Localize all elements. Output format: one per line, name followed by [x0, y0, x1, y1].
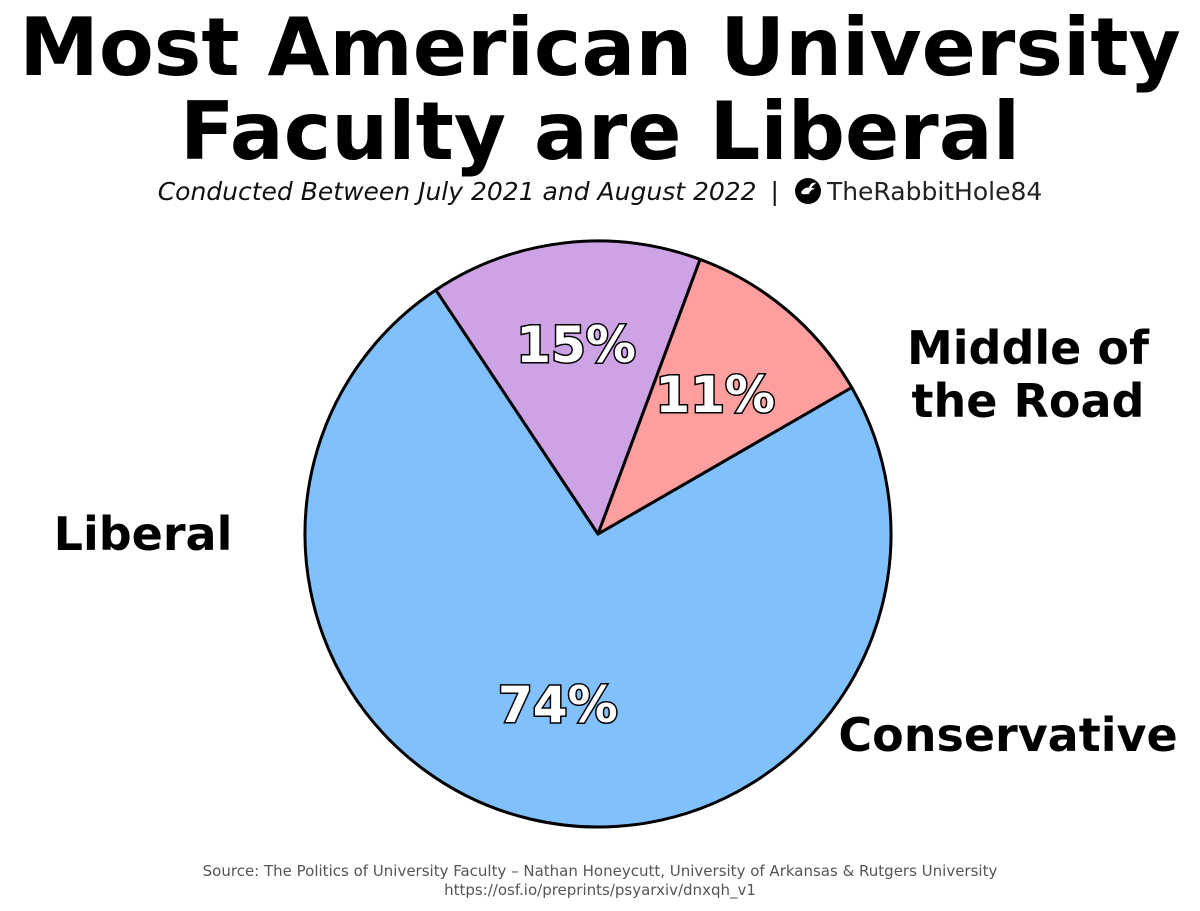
- chart-title: Most American University Faculty are Lib…: [0, 6, 1200, 174]
- chart-title-text: Most American University Faculty are Lib…: [19, 1, 1181, 178]
- pct-label-middle-of-the-road: 15%: [516, 316, 636, 374]
- pie-slice-conservative: [596, 257, 854, 536]
- pie-slice-middle-of-the-road: [434, 239, 702, 536]
- source-line-1: Source: The Politics of University Facul…: [202, 862, 998, 880]
- category-label-conservative: Conservative: [838, 708, 1177, 762]
- category-label-liberal: Liberal: [54, 507, 233, 561]
- pie-slices: [303, 239, 893, 829]
- chart-subtitle: Conducted Between July 2021 and August 2…: [0, 175, 1200, 209]
- rabbit-logo-icon: [794, 178, 821, 204]
- pct-label-liberal: 74%: [498, 676, 618, 734]
- source-url: https://osf.io/preprints/psyarxiv/dnxqh_…: [444, 881, 756, 899]
- source-note: Source: The Politics of University Facul…: [0, 862, 1200, 900]
- pie-slice-liberal: [303, 288, 893, 829]
- subtitle-separator: |: [770, 177, 779, 206]
- category-label-middle-of-the-road: Middle of the Road: [907, 321, 1150, 428]
- pct-label-conservative: 11%: [655, 366, 775, 424]
- credit-handle: TheRabbitHole84: [826, 177, 1043, 206]
- subtitle-text: Conducted Between July 2021 and August 2…: [157, 177, 757, 206]
- pie-labels: 74% Liberal 15% Middle of the Road 11% Conserv…: [54, 314, 1178, 762]
